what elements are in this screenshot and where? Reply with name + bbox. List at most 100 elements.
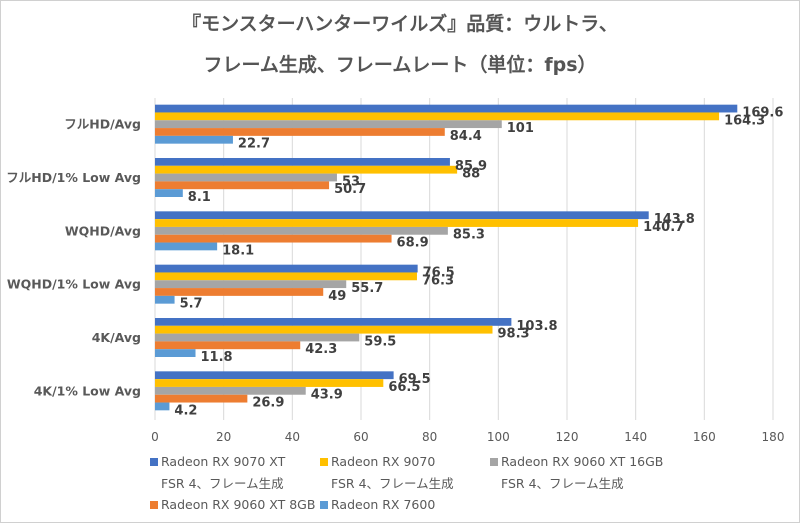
- legend-label: Radeon RX 9070: [331, 454, 435, 469]
- legend-label: Radeon RX 9060 XT 16GB: [501, 454, 663, 469]
- legend-swatch: [320, 458, 328, 466]
- legend-sublabel: FSR 4、フレーム生成: [161, 476, 284, 491]
- bar: [155, 135, 233, 144]
- legend-sublabel: FSR 4、フレーム生成: [501, 476, 624, 491]
- bar: [155, 173, 337, 182]
- x-tick-label: 180: [762, 430, 785, 444]
- bar: [155, 280, 347, 289]
- legend-item[interactable]: Radeon RX 9060 XT 16GB FSR 4、フレーム生成: [490, 454, 663, 491]
- data-label: 103.8: [516, 319, 557, 334]
- data-label: 143.8: [654, 212, 695, 227]
- bar: [155, 349, 196, 357]
- data-label: 4.2: [174, 403, 197, 418]
- legend-swatch: [150, 458, 158, 466]
- data-label: 50.7: [334, 182, 366, 197]
- data-label: 85.9: [455, 159, 487, 174]
- bar: [155, 333, 360, 342]
- data-label: 66.5: [388, 380, 420, 395]
- bar: [155, 325, 493, 334]
- legend-label: Radeon RX 9070 XT: [161, 454, 286, 469]
- bar: [155, 288, 324, 296]
- bar: [155, 341, 301, 350]
- legend-swatch: [150, 501, 158, 509]
- x-tick-label: 160: [693, 430, 716, 444]
- bar: [155, 264, 418, 273]
- bar: [155, 295, 175, 304]
- bar: [155, 158, 450, 166]
- legend-item[interactable]: Radeon RX 9070 FSR 4、フレーム生成: [320, 454, 454, 491]
- x-tick-label: 40: [285, 430, 300, 444]
- category-label: WQHD/1% Low Avg: [7, 277, 141, 292]
- data-label: 84.4: [450, 129, 482, 144]
- category-labels: フルHD/Avg フルHD/1% Low Avg WQHD/Avg WQHD/1% L…: [6, 117, 141, 399]
- data-label: 26.9: [252, 396, 284, 411]
- x-tick-label: 0: [151, 430, 159, 444]
- bar: [155, 226, 448, 235]
- data-label: 101: [507, 121, 534, 136]
- bar: [155, 165, 458, 174]
- bar: [155, 318, 512, 326]
- data-label: 169.6: [742, 105, 783, 120]
- x-tick-label: 120: [556, 430, 579, 444]
- data-label: 22.7: [238, 137, 270, 152]
- bar: [155, 219, 639, 227]
- legend-swatch: [490, 458, 498, 466]
- x-tick-labels: 0 20 40 60 80 100 120 140 160 180: [151, 430, 784, 444]
- x-tick-label: 60: [353, 430, 368, 444]
- data-label: 85.3: [453, 228, 485, 243]
- x-tick-label: 140: [624, 430, 647, 444]
- data-label: 43.9: [311, 388, 343, 403]
- data-label: 69.5: [399, 372, 431, 387]
- legend-label: Radeon RX 9060 XT 8GB: [161, 497, 315, 512]
- bars: [155, 104, 738, 411]
- category-label: 4K/1% Low Avg: [34, 383, 141, 398]
- category-label: フルHD/1% Low Avg: [6, 170, 141, 185]
- bar: [155, 181, 330, 190]
- x-tick-label: 80: [422, 430, 437, 444]
- data-label: 88: [462, 167, 480, 182]
- data-label: 68.9: [397, 236, 429, 251]
- bar: [155, 242, 218, 251]
- bar: [155, 371, 394, 380]
- data-label: 76.5: [423, 265, 455, 280]
- category-label: 4K/Avg: [92, 330, 141, 345]
- bar: [155, 189, 183, 197]
- legend-item[interactable]: Radeon RX 9070 XT FSR 4、フレーム生成: [150, 454, 286, 491]
- legend-swatch: [320, 501, 328, 509]
- data-label: 164.3: [724, 113, 765, 128]
- bar: [155, 234, 392, 243]
- gridlines: [154, 98, 774, 420]
- bar: [155, 272, 417, 281]
- data-label: 5.7: [180, 297, 203, 312]
- bar: [155, 386, 306, 395]
- legend-item[interactable]: Radeon RX 7600: [320, 497, 435, 512]
- bar: [155, 211, 649, 220]
- bar: [155, 394, 248, 403]
- category-label: フルHD/Avg: [64, 117, 141, 132]
- bar: [155, 128, 445, 136]
- data-label: 42.3: [305, 342, 337, 357]
- category-label: WQHD/Avg: [65, 223, 141, 238]
- legend-sublabel: FSR 4、フレーム生成: [331, 476, 454, 491]
- data-label: 53: [342, 174, 360, 189]
- data-label: 49: [328, 289, 346, 304]
- chart-title-line-1: 『モンスターハンターワイルズ』品質：ウルトラ、: [182, 13, 618, 35]
- data-label: 8.1: [188, 190, 211, 205]
- data-label: 140.7: [643, 220, 684, 235]
- bar: [155, 379, 384, 387]
- bar: [155, 112, 720, 121]
- data-label: 11.8: [201, 350, 233, 365]
- data-label: 55.7: [351, 281, 383, 296]
- data-label: 59.5: [364, 334, 396, 349]
- bar: [155, 104, 738, 113]
- bar: [155, 402, 170, 411]
- x-tick-label: 100: [487, 430, 510, 444]
- bar: [155, 120, 502, 129]
- x-tick-label: 20: [216, 430, 231, 444]
- chart-title-line-2: フレーム生成、フレームレート（単位：fps）: [203, 54, 597, 76]
- legend-item[interactable]: Radeon RX 9060 XT 8GB: [150, 497, 315, 512]
